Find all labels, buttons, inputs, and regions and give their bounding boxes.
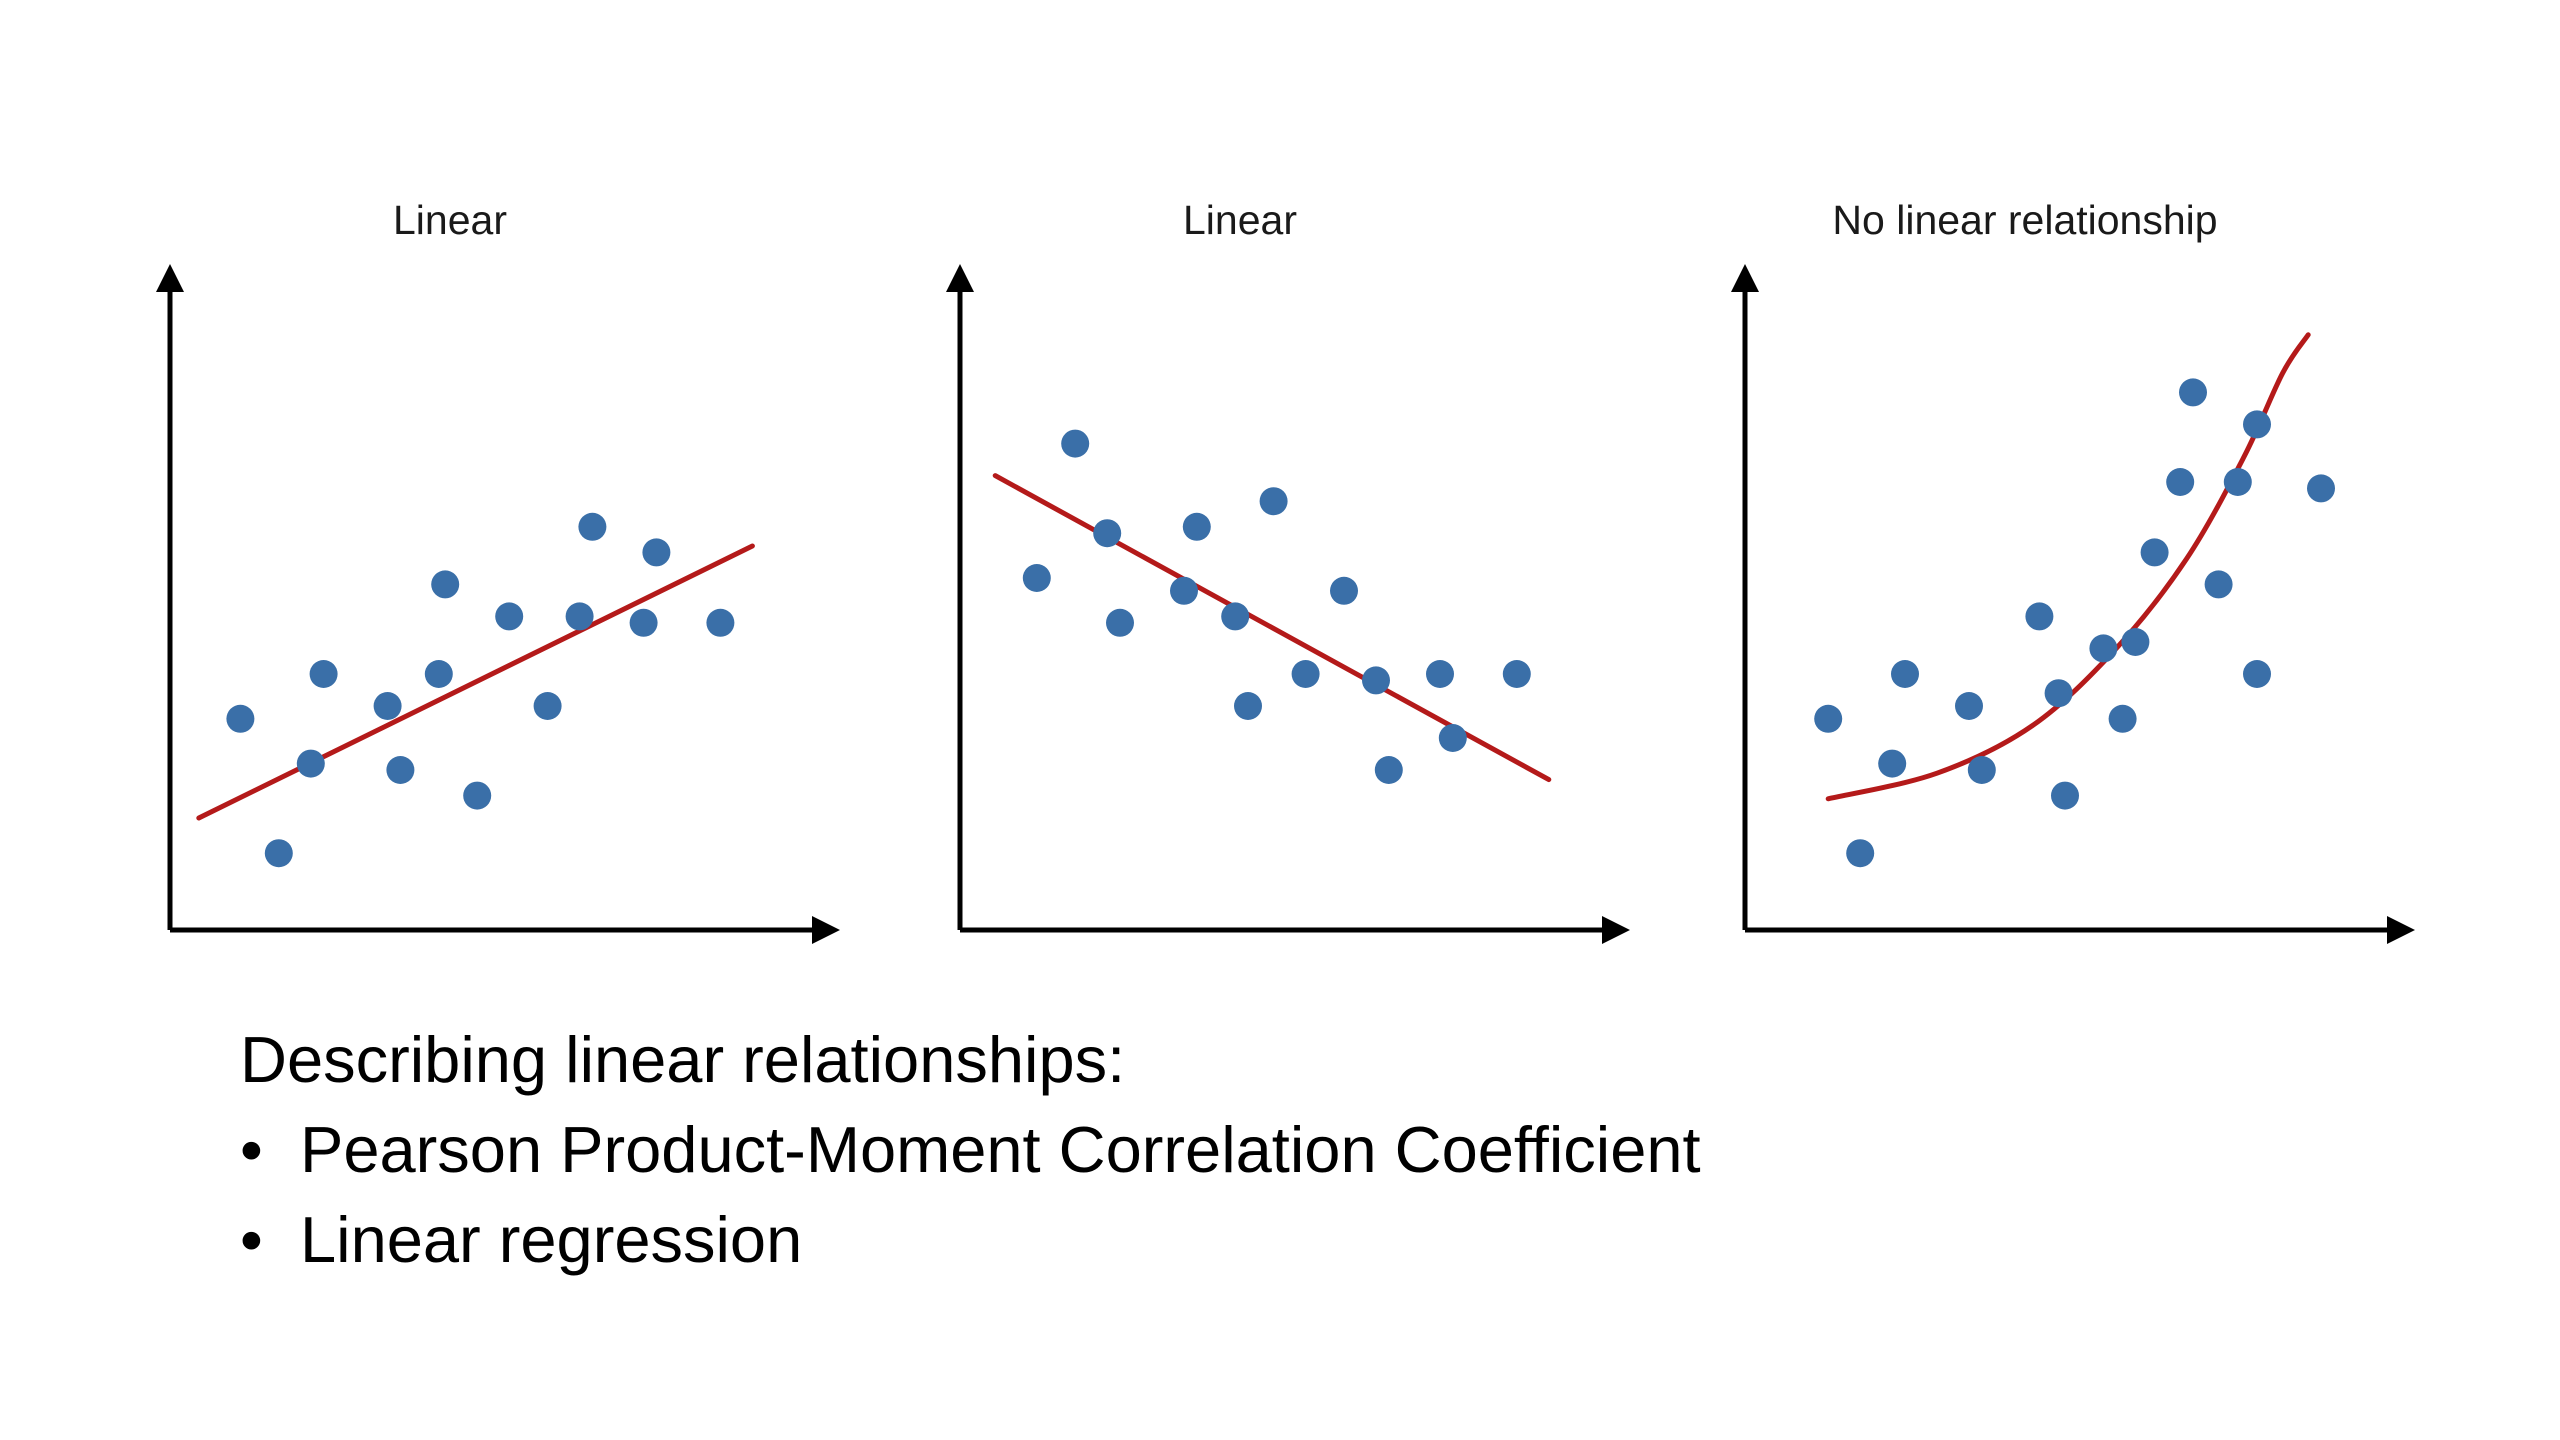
data-point (264, 839, 293, 868)
bullet-item: • Pearson Product-Moment Correlation Coe… (240, 1105, 1701, 1195)
data-point (431, 570, 460, 599)
y-axis-arrow-icon (1731, 264, 1759, 292)
data-point (1106, 608, 1134, 637)
chart-title: No linear relationship (1832, 197, 2217, 243)
data-point (2204, 570, 2233, 599)
caption: Describing linear relationships: • Pears… (240, 1015, 1701, 1285)
data-point (1891, 660, 1919, 688)
data-point (2179, 378, 2207, 407)
data-point (386, 756, 415, 784)
data-point (1955, 692, 1983, 720)
data-point (296, 749, 325, 778)
data-point (1330, 576, 1358, 605)
data-point (2121, 628, 2150, 656)
scatter-chart-2: Linear (946, 197, 1630, 944)
data-point (1061, 429, 1090, 458)
bullet-icon: • (240, 1203, 263, 1276)
chart-panel-3: No linear relationship (1685, 180, 2425, 980)
data-point (1502, 660, 1531, 688)
regression-line (196, 543, 755, 821)
caption-heading: Describing linear relationships: (240, 1023, 1126, 1096)
bullet-text: Pearson Product-Moment Correlation Coeff… (300, 1113, 1701, 1186)
data-point (1170, 576, 1198, 605)
data-point (1221, 602, 1250, 631)
data-point (706, 608, 735, 637)
data-point (1814, 704, 1843, 733)
data-point (2051, 781, 2079, 810)
data-point (1362, 666, 1390, 695)
bullet-item: • Linear regression (240, 1195, 1701, 1285)
data-point (2025, 602, 2054, 631)
data-point (2243, 660, 2271, 688)
data-point (1846, 839, 1875, 868)
data-point (629, 608, 658, 637)
data-point (1234, 692, 1262, 720)
chart-title: Linear (393, 197, 507, 243)
x-axis-arrow-icon (1602, 916, 1630, 944)
data-point (1438, 724, 1467, 752)
data-point (642, 538, 671, 567)
data-point (1878, 749, 1907, 778)
bullet-text: Linear regression (300, 1203, 803, 1276)
trend-curve (1825, 332, 2311, 802)
data-point (1022, 564, 1051, 592)
bullet-icon: • (240, 1113, 263, 1186)
data-point (1967, 756, 1996, 784)
data-point (1291, 660, 1320, 688)
scatter-chart-3: No linear relationship (1731, 197, 2415, 944)
data-point (2108, 704, 2137, 733)
data-point (533, 692, 562, 720)
data-point (1182, 512, 1211, 541)
x-axis-arrow-icon (812, 916, 840, 944)
data-point (309, 660, 338, 688)
chart-title: Linear (1183, 197, 1297, 243)
chart-panel-2: Linear (900, 180, 1640, 980)
data-point (1374, 756, 1403, 784)
caption-bullet-list: • Pearson Product-Moment Correlation Coe… (240, 1105, 1701, 1285)
data-point (2307, 474, 2335, 503)
y-axis-arrow-icon (946, 264, 974, 292)
data-point (463, 781, 492, 810)
x-axis-arrow-icon (2387, 916, 2415, 944)
y-axis-arrow-icon (156, 264, 184, 292)
data-point (424, 660, 453, 688)
data-point (2140, 538, 2169, 567)
chart-panel-1: Linear (110, 180, 850, 980)
data-point (373, 692, 402, 720)
data-point (1426, 660, 1454, 688)
data-point (578, 512, 607, 541)
data-point (226, 704, 255, 733)
data-point (2166, 468, 2195, 496)
data-point (495, 602, 524, 631)
data-point (2223, 468, 2252, 496)
data-point (1093, 519, 1122, 548)
data-point (565, 602, 594, 631)
data-point (2089, 634, 2118, 663)
data-point (2243, 410, 2271, 439)
data-point (1259, 487, 1288, 516)
scatter-chart-1: Linear (156, 197, 840, 944)
data-point (2044, 679, 2073, 708)
